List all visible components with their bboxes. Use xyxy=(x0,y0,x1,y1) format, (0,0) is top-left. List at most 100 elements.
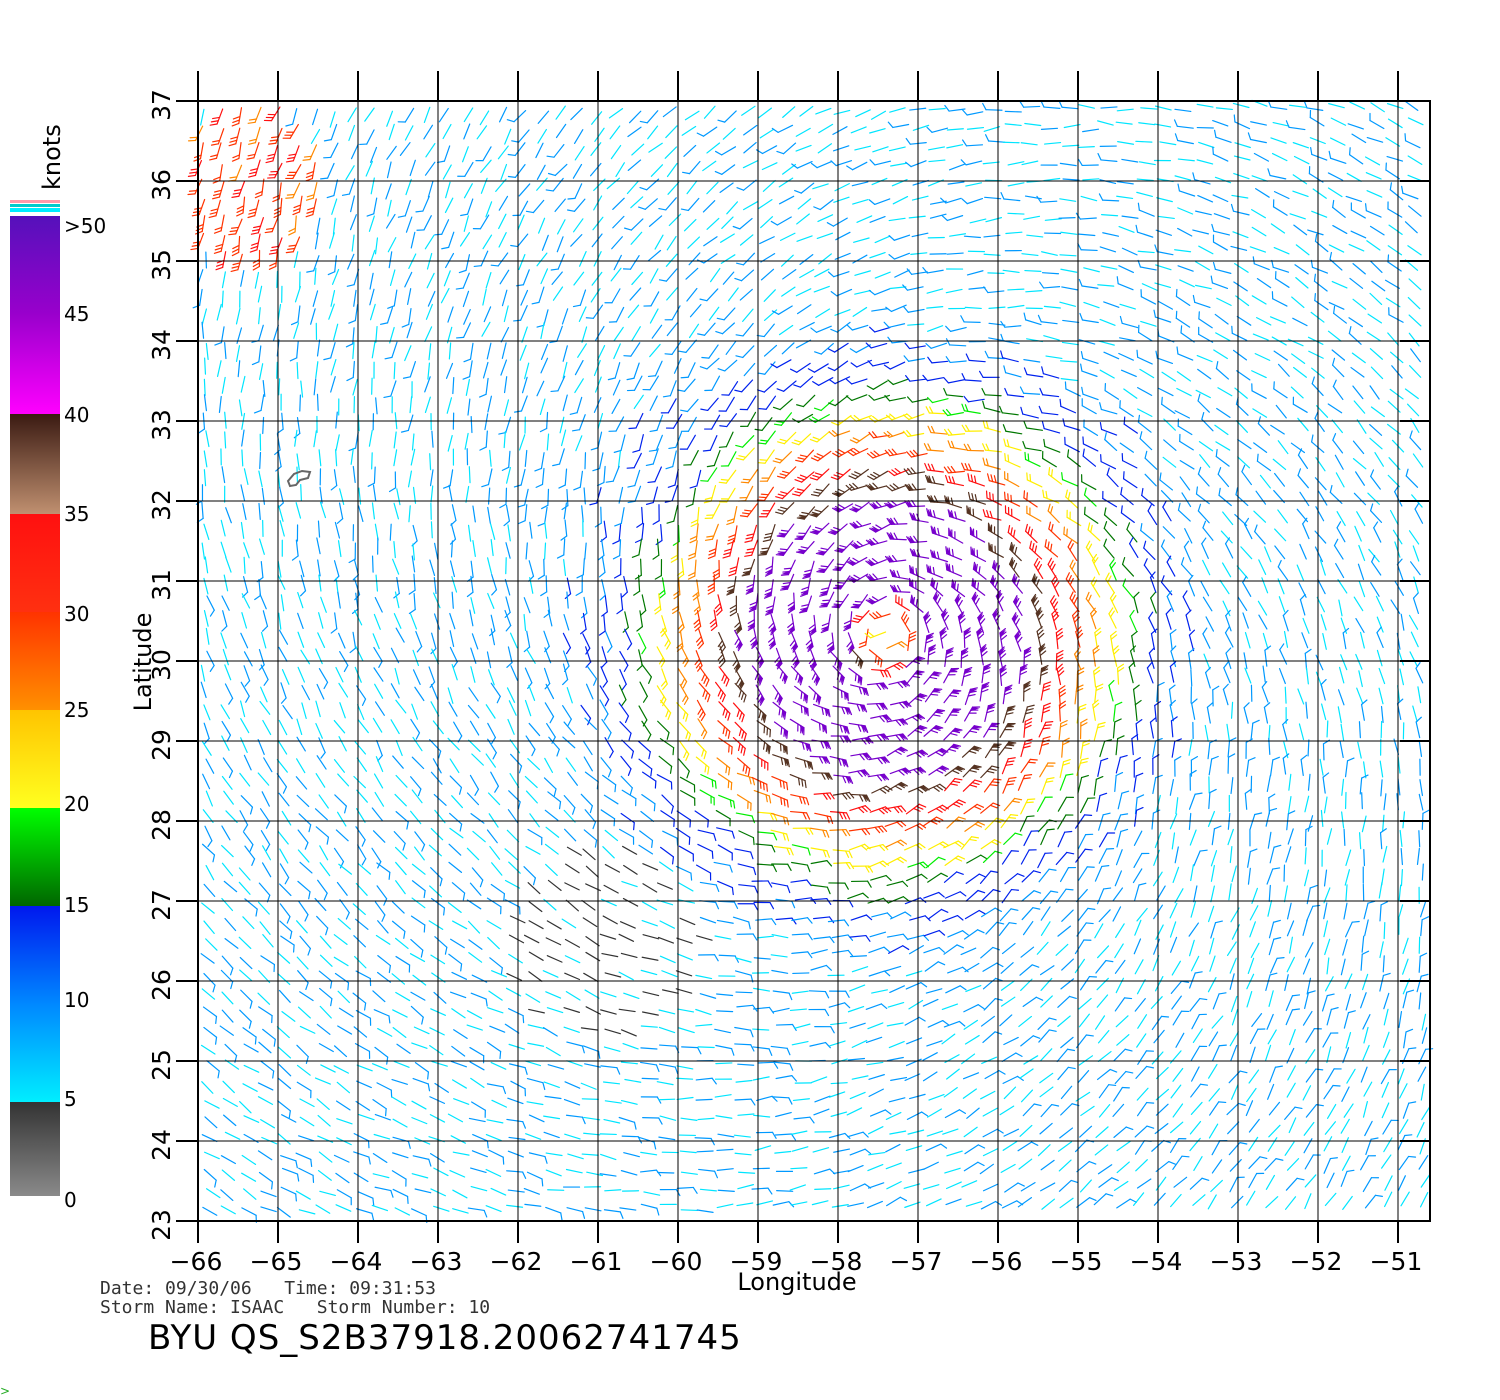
wind-barb xyxy=(1273,246,1290,255)
wind-barb xyxy=(540,452,545,470)
wind-barb xyxy=(1137,421,1152,433)
wind-barb-feather xyxy=(762,539,771,542)
wind-barb-pennant xyxy=(819,602,829,607)
wind-barb xyxy=(1332,206,1346,218)
wind-barb xyxy=(404,345,412,362)
wind-barb-feather xyxy=(1120,505,1123,514)
wind-barb-feather xyxy=(1014,630,1020,637)
wind-barb-pennant xyxy=(810,530,821,535)
wind-barb xyxy=(640,558,642,576)
wind-barb xyxy=(278,378,281,396)
wind-barb xyxy=(335,411,338,429)
wind-barb xyxy=(601,718,612,734)
wind-barb-feather xyxy=(558,484,566,489)
wind-barb-pennant xyxy=(816,551,827,555)
wind-barb-feather xyxy=(1092,648,1100,655)
wind-barb-feather xyxy=(1024,717,1033,722)
wind-barb xyxy=(707,397,719,412)
wind-barb xyxy=(560,429,567,447)
wind-barb-feather xyxy=(1169,661,1177,668)
wind-barb xyxy=(928,146,946,151)
wind-barb xyxy=(931,532,949,539)
wind-barb-feather xyxy=(478,393,487,398)
wind-barb-feather xyxy=(885,714,892,721)
wind-barb xyxy=(926,306,944,309)
wind-barb xyxy=(721,216,734,230)
wind-barb-feather xyxy=(660,660,666,668)
wind-barb xyxy=(614,362,621,379)
wind-barb xyxy=(1333,544,1344,560)
wind-barb xyxy=(1133,596,1139,614)
wind-barb xyxy=(240,795,254,808)
wind-barb-feather xyxy=(1023,420,1028,429)
wind-barb xyxy=(1100,265,1118,270)
wind-barb-feather xyxy=(1069,543,1074,551)
wind-barb-feather xyxy=(567,197,576,200)
wind-barb xyxy=(424,376,431,393)
wind-barb-feather xyxy=(1197,393,1201,402)
wind-barb-feather xyxy=(868,394,875,401)
wind-barb-feather xyxy=(210,154,219,158)
wind-barb xyxy=(928,159,946,163)
wind-barb-feather xyxy=(886,517,892,525)
wind-barb xyxy=(1410,348,1421,363)
wind-barb xyxy=(203,378,206,396)
wind-barb xyxy=(320,596,327,613)
wind-barb xyxy=(708,344,719,359)
wind-barb xyxy=(743,124,758,136)
wind-barb-feather xyxy=(739,515,749,518)
wind-barb-feather xyxy=(684,660,690,668)
wind-barb-feather xyxy=(1153,309,1157,318)
wind-barb xyxy=(910,271,929,275)
wind-barb xyxy=(856,433,871,444)
wind-barb xyxy=(623,575,628,593)
wind-barb xyxy=(946,144,964,149)
wind-barb xyxy=(1023,359,1041,363)
wind-barb xyxy=(1177,227,1193,237)
wind-barb xyxy=(243,556,246,574)
wind-barb-feather xyxy=(749,636,757,643)
wind-barb-feather xyxy=(491,589,498,596)
wind-barb xyxy=(372,484,377,502)
wind-barb xyxy=(995,595,1004,612)
wind-barb xyxy=(540,268,549,285)
wind-barb xyxy=(353,775,366,789)
wind-barb-feather xyxy=(1106,467,1110,476)
wind-barb-feather xyxy=(1252,719,1260,724)
wind-barb-feather xyxy=(1332,379,1337,388)
wind-barb-feather xyxy=(1110,562,1116,569)
wind-barb xyxy=(410,776,422,790)
wind-barb xyxy=(257,738,265,755)
wind-barb xyxy=(539,398,546,416)
wind-barb xyxy=(706,181,719,195)
wind-barb xyxy=(1367,313,1383,324)
wind-barb xyxy=(948,534,964,544)
wind-barb-feather xyxy=(727,537,736,542)
wind-barb-feather xyxy=(1231,325,1233,334)
wind-barb-feather xyxy=(250,245,259,250)
wind-barb-pennant xyxy=(870,503,880,509)
wind-barb-feather xyxy=(1155,350,1158,359)
wind-barb xyxy=(855,344,871,354)
wind-barb xyxy=(1366,331,1382,342)
wind-barb-feather xyxy=(849,776,854,784)
wind-barb-feather xyxy=(1042,727,1051,730)
wind-barb-feather xyxy=(776,150,785,155)
wind-barb xyxy=(537,110,550,124)
wind-barb-feather xyxy=(982,443,987,451)
wind-barb-pennant xyxy=(938,766,949,771)
wind-barb-feather xyxy=(1020,406,1024,415)
wind-barb-feather xyxy=(1103,507,1107,516)
wind-barb-feather xyxy=(528,575,535,582)
wind-barb-feather xyxy=(326,194,335,199)
wind-barb xyxy=(641,720,652,736)
wind-barb xyxy=(282,704,293,720)
wind-barb-feather xyxy=(589,805,593,814)
wind-barb-feather xyxy=(854,600,863,603)
wind-barb xyxy=(1408,614,1419,630)
wind-barb-feather xyxy=(930,693,939,696)
wind-barb-feather xyxy=(786,782,789,791)
wind-barb-feather xyxy=(1024,774,1033,777)
wind-barb xyxy=(656,774,673,783)
wind-barb xyxy=(279,486,284,504)
